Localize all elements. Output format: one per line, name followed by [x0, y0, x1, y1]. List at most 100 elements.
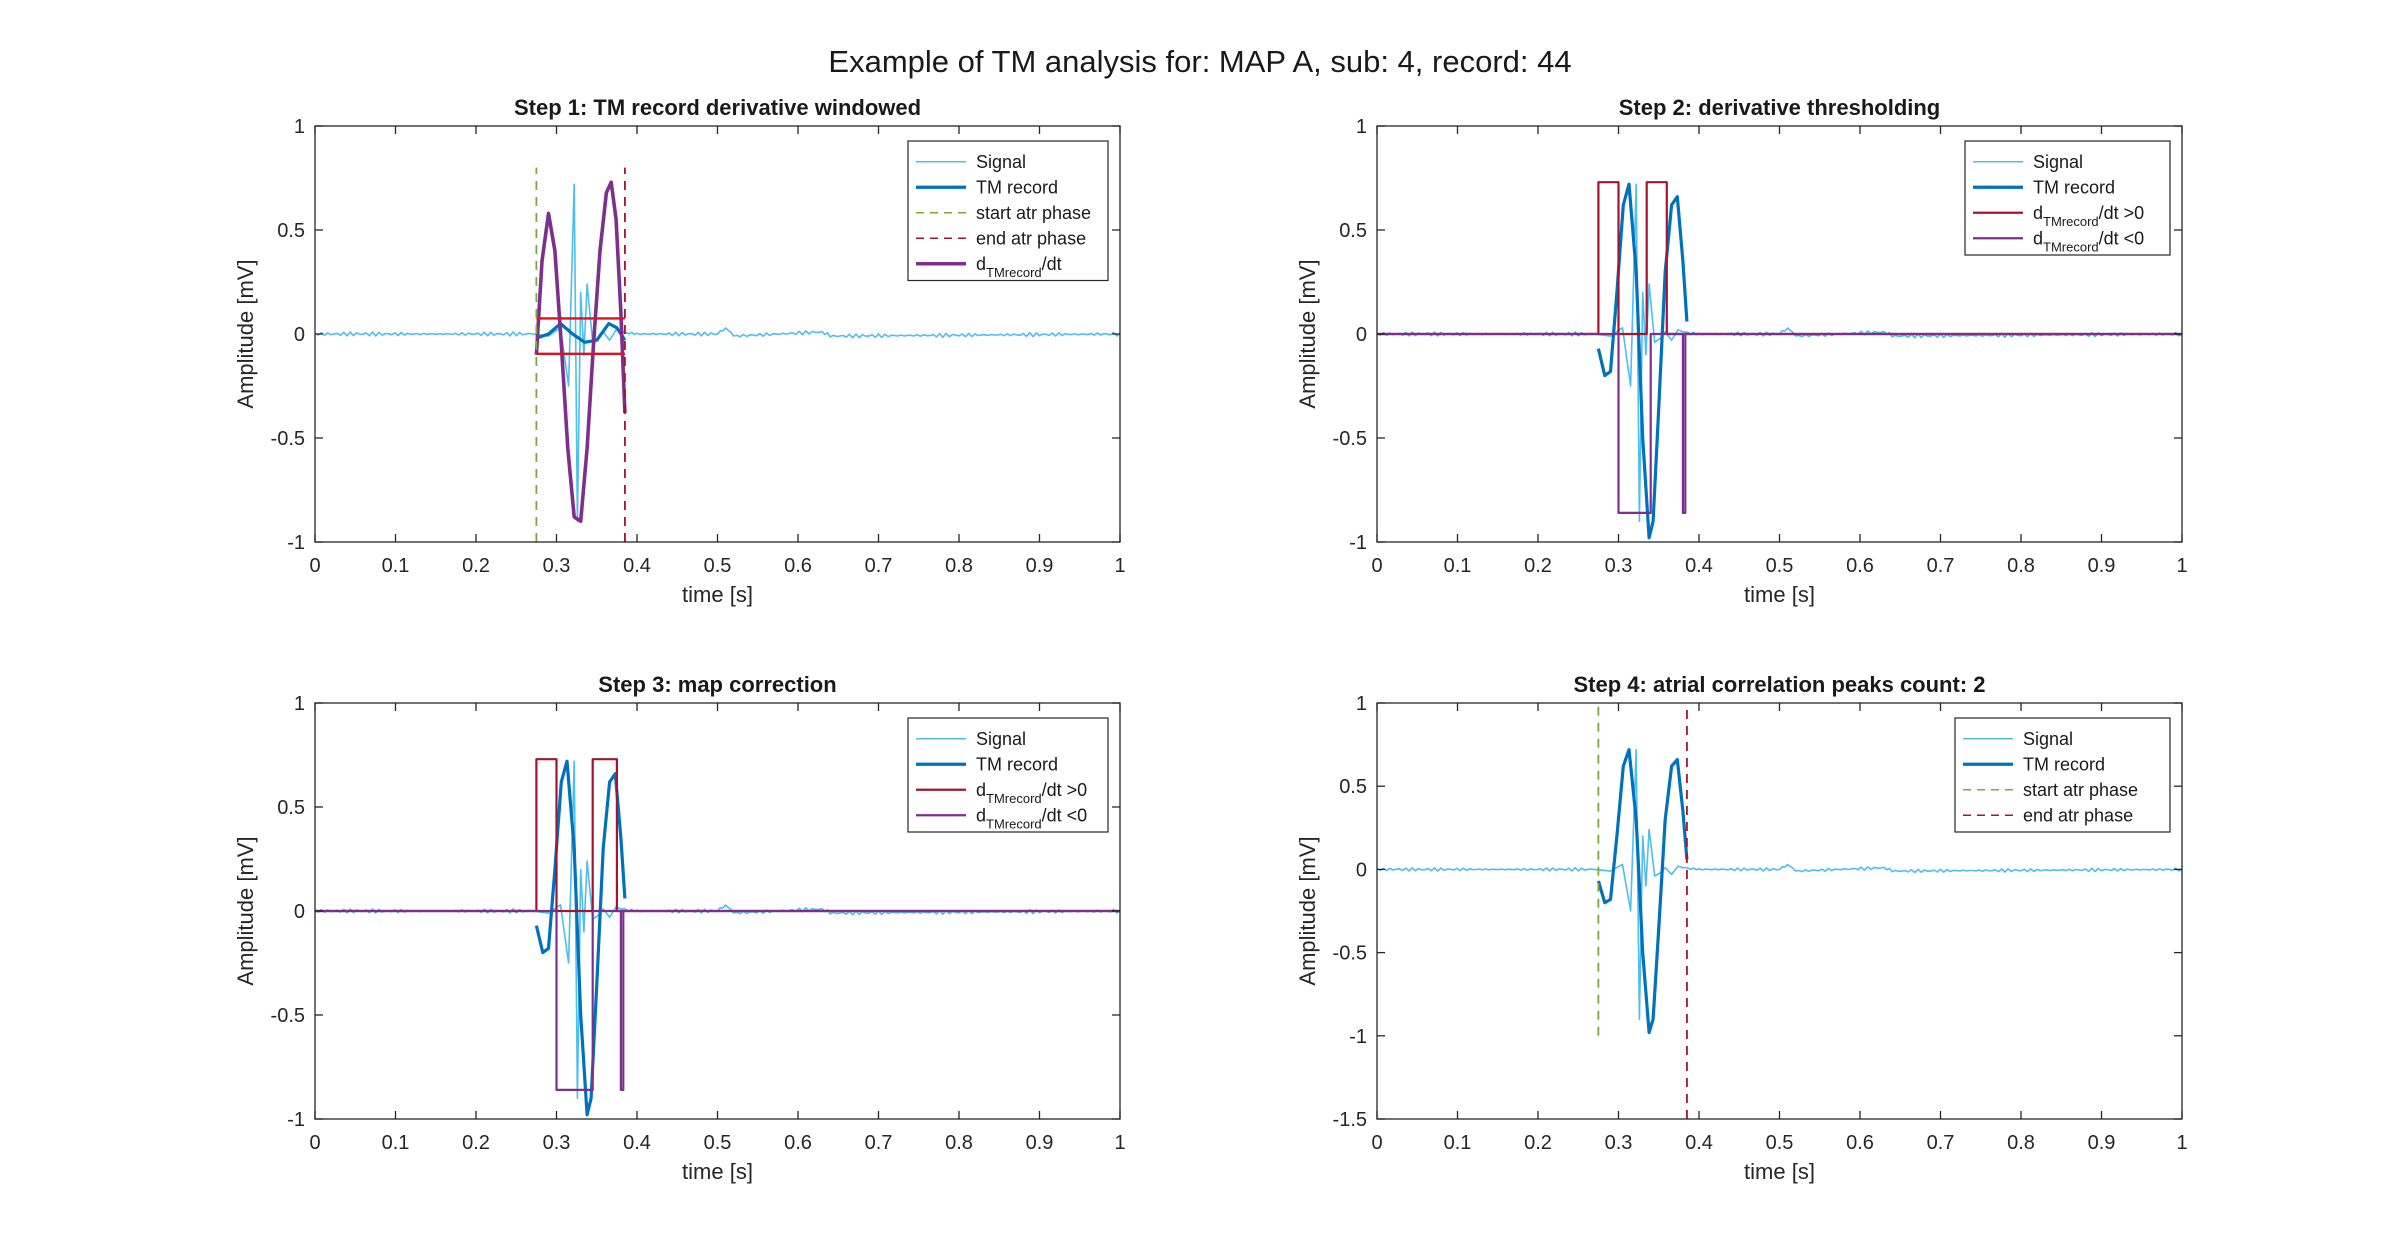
series-d-tmrecord-dt-0-path [315, 909, 1120, 1091]
legend: Signal TM record start atr phase end atr ph… [907, 140, 1109, 282]
data-layer [1377, 703, 2182, 1119]
y-tick-label: -1 [287, 532, 305, 554]
x-tick-label: 0.2 [1524, 555, 1552, 577]
y-tick-label: 0 [1356, 324, 1367, 346]
legend-box [907, 140, 1109, 282]
series-tm-record-path [534, 759, 627, 1117]
x-tick-label: 0.8 [945, 1132, 973, 1154]
legend-label: Signal [2023, 729, 2073, 749]
x-tick-label: 0.5 [1766, 555, 1794, 577]
series-d-tmrecord-dt-path [534, 180, 627, 523]
x-tick-label: 0.1 [1444, 1132, 1472, 1154]
series-d-tmrecord-dt-0-path [1377, 332, 2182, 514]
legend-label: start atr phase [976, 203, 1091, 223]
legend-label: Signal [976, 729, 1026, 749]
x-tick-label: 0.9 [1026, 555, 1054, 577]
legend-box [1964, 140, 2171, 256]
data-layer [315, 758, 1120, 1117]
legend-label: TM record [976, 177, 1058, 197]
x-tick-label: 0.7 [1927, 555, 1955, 577]
x-tick-label: 0.6 [1846, 555, 1874, 577]
x-tick-label: 0.4 [623, 1132, 651, 1154]
y-tick-label: -1 [1349, 1026, 1367, 1048]
x-tick-label: 0.3 [543, 555, 571, 577]
legend: Signal TM record dTMrecord/dt >0dTMrecord/… [1964, 140, 2171, 256]
y-tick-label: -0.5 [1333, 428, 1367, 450]
y-axis-label: Amplitude [mV] [1295, 836, 1320, 985]
legend-label: dTMrecord/dt <0 [976, 805, 1087, 831]
x-axis-label: time [s] [1744, 1159, 1815, 1184]
y-axis-label: Amplitude [mV] [1295, 259, 1320, 408]
y-tick-label: 0.5 [277, 220, 305, 242]
x-tick-label: 0.7 [865, 1132, 893, 1154]
x-tick-label: 0.9 [1026, 1132, 1054, 1154]
y-axis-label: Amplitude [mV] [233, 259, 258, 408]
legend-label: dTMrecord/dt [976, 254, 1062, 280]
x-axis-label: time [s] [682, 582, 753, 607]
y-tick-label: 1 [1356, 693, 1367, 715]
y-tick-label: 0 [294, 324, 305, 346]
x-tick-label: 1 [2176, 555, 2187, 577]
series-tm-record-path [1596, 748, 1689, 1035]
x-tick-label: 0.7 [865, 555, 893, 577]
x-tick-label: 1 [1114, 1132, 1125, 1154]
series-signal-path [1377, 748, 2182, 1020]
series-tm-record-path [535, 322, 627, 344]
x-tick-label: 0.2 [1524, 1132, 1552, 1154]
x-tick-label: 0.4 [623, 555, 651, 577]
y-tick-label: -1.5 [1333, 1109, 1367, 1131]
data-layer [315, 167, 1120, 542]
legend-label: TM record [976, 754, 1058, 774]
y-tick-label: 1 [1356, 116, 1367, 138]
x-axis-label: time [s] [1744, 582, 1815, 607]
legend-label: start atr phase [2023, 780, 2138, 800]
x-tick-label: 0.5 [704, 1132, 732, 1154]
x-axis-label: time [s] [682, 1159, 753, 1184]
subplot-1: 0 0.1 0.2 0.3 0.4 0.5 0.6 0.7 0.8 0.9 1 -1 -0.5 0 0.5 1… [233, 95, 1126, 607]
legend-label: dTMrecord/dt >0 [2033, 203, 2144, 229]
x-tick-label: 0.3 [1605, 555, 1633, 577]
x-tick-label: 0.6 [784, 1132, 812, 1154]
x-tick-label: 0.5 [704, 555, 732, 577]
data-layer [1377, 181, 2182, 540]
x-tick-label: 0.4 [1685, 1132, 1713, 1154]
legend-label: end atr phase [2023, 805, 2133, 825]
series-tm-record-path [1596, 182, 1689, 540]
subplot-title: Step 1: TM record derivative windowed [514, 95, 921, 120]
subplot-2: 0 0.1 0.2 0.3 0.4 0.5 0.6 0.7 0.8 0.9 1 -1 -0.5 0 0.5 1… [1295, 95, 2188, 607]
y-tick-label: -0.5 [1333, 943, 1367, 965]
x-tick-label: 0.2 [462, 1132, 490, 1154]
subplot-title: Step 3: map correction [598, 672, 836, 697]
x-tick-label: 0.7 [1927, 1132, 1955, 1154]
y-tick-label: -0.5 [271, 428, 305, 450]
y-tick-label: 1 [294, 693, 305, 715]
legend-label: dTMrecord/dt <0 [2033, 228, 2144, 254]
subplot-4: 0 0.1 0.2 0.3 0.4 0.5 0.6 0.7 0.8 0.9 1 -1.5 -1 -0.5 0… [1295, 672, 2188, 1184]
x-tick-label: 0.1 [1444, 555, 1472, 577]
legend-label: end atr phase [976, 228, 1086, 248]
y-tick-label: 0 [294, 901, 305, 923]
y-tick-label: 0 [1356, 859, 1367, 881]
x-tick-label: 0.3 [543, 1132, 571, 1154]
y-tick-label: 1 [294, 116, 305, 138]
x-tick-label: 0.8 [2007, 1132, 2035, 1154]
subplot-3: 0 0.1 0.2 0.3 0.4 0.5 0.6 0.7 0.8 0.9 1 -1 -0.5 0 0.5 1… [233, 672, 1126, 1184]
series-signal-path [315, 183, 1120, 522]
subplot-title: Step 4: atrial correlation peaks count: … [1573, 672, 1985, 697]
legend-label: dTMrecord/dt >0 [976, 780, 1087, 806]
x-tick-label: 0.3 [1605, 1132, 1633, 1154]
legend-label: Signal [2033, 152, 2083, 172]
y-tick-label: 0.5 [277, 797, 305, 819]
y-tick-label: -1 [1349, 532, 1367, 554]
x-tick-label: 0 [309, 555, 320, 577]
x-tick-label: 0 [309, 1132, 320, 1154]
y-tick-label: 0.5 [1339, 776, 1367, 798]
legend: Signal TM record dTMrecord/dt >0dTMrecord/… [907, 717, 1109, 833]
y-tick-label: -0.5 [271, 1005, 305, 1027]
subplot-title: Step 2: derivative thresholding [1619, 95, 1941, 120]
x-tick-label: 0.9 [2088, 555, 2116, 577]
x-tick-label: 0.4 [1685, 555, 1713, 577]
legend: Signal TM record start atr phase end atr ph… [1954, 717, 2171, 833]
